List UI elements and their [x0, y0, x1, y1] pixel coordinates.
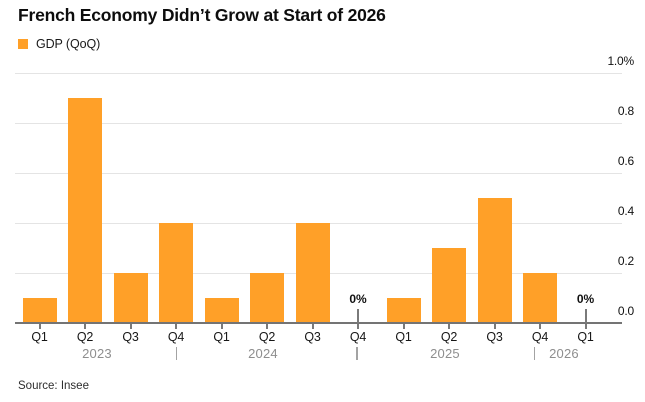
- axis-tick: [584, 324, 587, 329]
- x-tick-label: Q3: [486, 330, 503, 344]
- year-divider: [175, 347, 177, 360]
- year-label: 2026: [549, 346, 579, 361]
- axis-tick: [311, 324, 314, 329]
- chart-bar: [22, 298, 57, 323]
- x-tick-label: Q2: [440, 330, 458, 344]
- y-tick-label: 1.0%: [607, 54, 634, 68]
- chart-bar: [113, 273, 148, 323]
- x-tick-label: Q4: [349, 330, 367, 344]
- chart-bar: [432, 248, 466, 323]
- y-tick-label: 0.8: [617, 104, 634, 118]
- year-divider: [533, 347, 535, 360]
- chart-bar: [204, 298, 239, 323]
- legend: GDP (QoQ): [18, 37, 100, 51]
- axis-tick: [129, 324, 132, 329]
- chart-bar: [523, 273, 557, 323]
- chart-bar: [386, 298, 421, 323]
- axis-tick: [539, 324, 541, 329]
- y-tick-label: 0.6: [617, 154, 634, 168]
- chart-bar: [159, 223, 193, 323]
- zero-value-label: 0%: [576, 292, 595, 306]
- x-tick-label: Q2: [258, 330, 276, 344]
- x-tick-label: Q1: [395, 330, 412, 344]
- axis-tick: [493, 324, 496, 329]
- x-tick-label: Q1: [31, 330, 48, 344]
- chart-title: French Economy Didn’t Grow at Start of 2…: [18, 5, 386, 25]
- axis-tick: [357, 324, 359, 329]
- axis-tick: [266, 324, 268, 329]
- source-label: Source: Insee: [18, 380, 89, 392]
- chart-bar: [477, 198, 512, 323]
- x-tick-label: Q3: [304, 330, 321, 344]
- zero-value-label: 0%: [349, 292, 367, 306]
- x-tick-label: Q4: [531, 330, 549, 344]
- gridline: [15, 123, 622, 124]
- x-tick-label: Q2: [76, 330, 94, 344]
- y-tick-label: 0.2: [617, 254, 634, 268]
- axis-tick: [38, 324, 41, 329]
- y-tick-label: 0.0: [617, 304, 634, 318]
- legend-label: GDP (QoQ): [36, 37, 101, 51]
- chart-bar: [68, 98, 102, 323]
- y-tick-label: 0.4: [617, 204, 634, 218]
- year-label: 2025: [430, 346, 460, 361]
- axis-tick: [220, 324, 223, 329]
- year-label: 2024: [248, 346, 278, 361]
- year-divider: [356, 347, 358, 360]
- axis-tick: [448, 324, 450, 329]
- gridline: [15, 73, 622, 74]
- x-tick-label: Q4: [167, 330, 185, 344]
- zero-tick: [357, 309, 359, 323]
- x-tick-label: Q3: [122, 330, 139, 344]
- baseline-axis: [15, 322, 622, 324]
- chart-bar: [295, 223, 330, 323]
- x-tick-label: Q1: [577, 330, 594, 344]
- year-label: 2023: [82, 346, 112, 361]
- axis-tick: [84, 324, 86, 329]
- axis-tick: [175, 324, 177, 329]
- zero-tick: [584, 309, 587, 323]
- chart-bar: [250, 273, 284, 323]
- axis-tick: [402, 324, 405, 329]
- x-tick-label: Q1: [213, 330, 230, 344]
- legend-swatch-icon: [18, 39, 28, 49]
- gridline: [15, 173, 622, 174]
